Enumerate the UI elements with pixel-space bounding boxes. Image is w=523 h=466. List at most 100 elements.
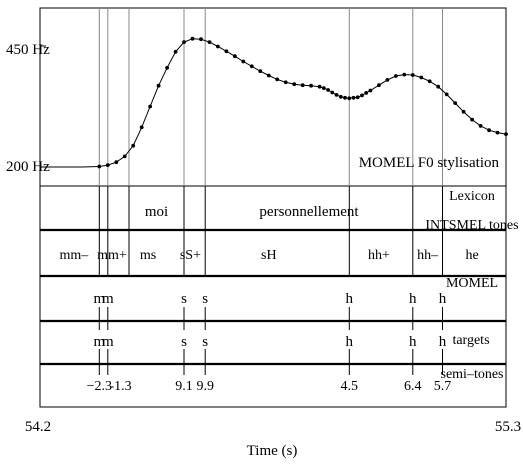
intsmel-panel-label: INTSMEL tones	[425, 218, 518, 233]
target-label-5: h	[346, 334, 354, 350]
y-tick-label-200: 200 Hz	[6, 159, 50, 175]
f0-point-9	[139, 125, 144, 130]
momel-target-4: s	[202, 291, 208, 307]
boundary-lines	[98, 8, 443, 375]
semitone-value-2: -1.3	[109, 379, 131, 394]
semitone-value-7: 5.7	[434, 379, 452, 394]
f0-point-30	[317, 84, 322, 89]
momel-target-6: h	[409, 291, 417, 307]
f0-point-23	[258, 69, 263, 74]
intsmel-tone-2: mm+	[97, 248, 127, 263]
intsmel-tone-8: he	[465, 248, 478, 263]
f0-point-11	[156, 83, 161, 88]
targets-panel-label: targets	[452, 333, 489, 348]
f0-point-14	[182, 40, 186, 44]
f0-point-56	[487, 128, 491, 133]
f0-point-21	[241, 59, 246, 64]
momel-panel-label: MOMEL	[446, 276, 498, 291]
f0-point-43	[377, 83, 381, 88]
plot-frame	[39, 7, 507, 408]
f0-point-17	[207, 40, 212, 44]
x-tick-label-end: 55.3	[495, 419, 521, 435]
f0-point-12	[165, 65, 170, 70]
f0-point-19	[224, 49, 229, 54]
f0-point-13	[173, 49, 178, 54]
target-label-3: s	[181, 334, 187, 350]
intsmel-tone-4: sS+	[180, 248, 201, 263]
target-label-7: h	[439, 334, 447, 350]
f0-point-49	[427, 79, 432, 84]
f0-point-26	[283, 80, 288, 85]
semitones-panel-label: semi–tones	[441, 367, 504, 382]
f0-point-39	[355, 95, 360, 100]
target-label-2: m	[102, 334, 114, 350]
f0-point-35	[338, 94, 343, 99]
f0-point-4	[97, 164, 102, 169]
f0-point-24	[266, 73, 271, 78]
f0-point-18	[216, 44, 220, 49]
semitone-value-3: 9.1	[175, 379, 193, 394]
f0-point-27	[292, 82, 297, 87]
f0-point-28	[300, 83, 305, 88]
f0-point-47	[410, 73, 415, 77]
f0-point-54	[470, 117, 474, 122]
semitone-value-5: 4.5	[341, 379, 359, 394]
f0-point-15	[190, 36, 195, 41]
f0-point-8	[131, 143, 136, 148]
f0-point-53	[461, 109, 466, 114]
f0-point-31	[321, 86, 326, 90]
f0-point-41	[364, 91, 369, 95]
y-tick-label-450: 450 Hz	[6, 42, 50, 58]
f0-point-40	[360, 93, 364, 98]
f0-point-50	[436, 84, 441, 89]
momel-target-2: m	[102, 291, 114, 307]
f0-point-42	[368, 88, 373, 93]
lexicon-word-2: personnellement	[259, 204, 359, 220]
momel-target-7: h	[439, 291, 447, 307]
f0-point-10	[148, 104, 153, 109]
f0-curve	[40, 36, 508, 169]
target-label-4: s	[202, 334, 208, 350]
f0-point-44	[385, 78, 390, 82]
f0-point-6	[114, 160, 119, 165]
f0-point-29	[309, 83, 313, 88]
f0-point-58	[504, 132, 508, 137]
f0-point-46	[402, 72, 407, 77]
intsmel-tone-3: ms	[140, 248, 156, 263]
f0-point-37	[347, 96, 352, 101]
f0-point-45	[394, 74, 398, 78]
momel-target-5: h	[346, 291, 354, 307]
intsmel-tone-7: hh–	[417, 248, 439, 263]
f0-line	[40, 38, 507, 168]
f0-point-32	[326, 88, 330, 92]
intsmel-tone-6: hh+	[368, 248, 390, 263]
f0-point-22	[249, 64, 254, 69]
f0-point-16	[199, 37, 203, 42]
f0-point-20	[233, 54, 237, 59]
lexicon-panel-label: Lexicon	[449, 189, 495, 204]
target-label-6: h	[409, 334, 417, 350]
target-label-1: m	[93, 334, 105, 350]
lexicon-word-1: moi	[145, 204, 168, 220]
f0-point-34	[334, 93, 339, 97]
f0-point-5	[105, 163, 110, 168]
f0-point-55	[478, 124, 483, 128]
intsmel-tone-5: sH	[261, 248, 277, 263]
f0-point-38	[351, 95, 356, 100]
intsmel-tone-1: mm–	[60, 248, 90, 263]
semitone-value-1: −2.3	[87, 379, 112, 394]
f0-point-51	[444, 92, 449, 97]
x-axis-label: Time (s)	[247, 443, 298, 459]
momel-target-1: m	[93, 291, 105, 307]
momel-target-3: s	[181, 291, 187, 307]
f0-panel-label: MOMEL F0 stylisation	[359, 155, 500, 171]
f0-point-57	[495, 130, 500, 135]
f0-point-7	[122, 154, 127, 159]
f0-point-25	[275, 77, 280, 82]
f0-point-36	[343, 95, 347, 100]
f0-point-48	[419, 75, 424, 80]
semitone-value-6: 6.4	[404, 379, 422, 394]
f0-point-52	[453, 101, 458, 105]
